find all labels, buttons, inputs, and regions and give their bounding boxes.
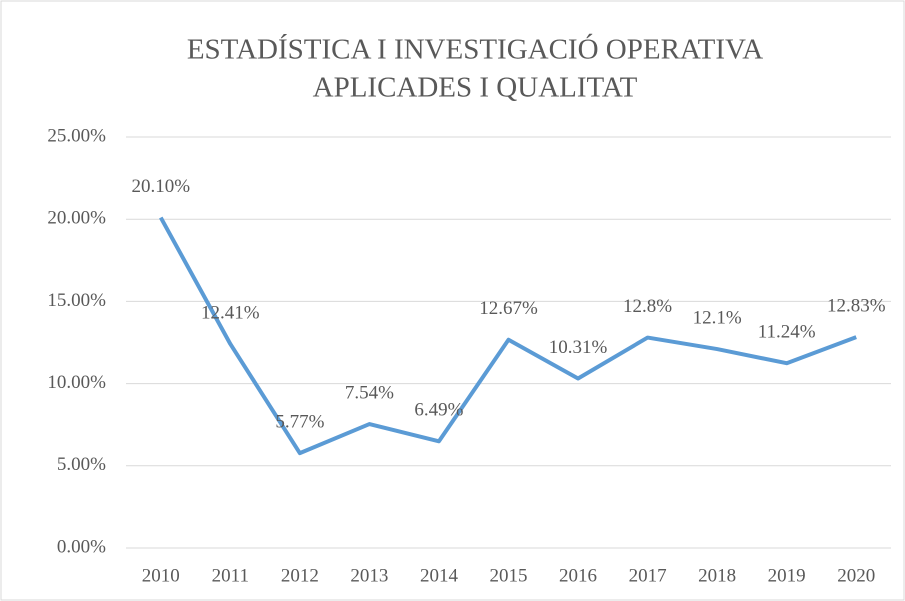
data-label: 5.77% xyxy=(275,412,324,433)
x-tick-label: 2019 xyxy=(768,565,806,586)
x-tick-label: 2013 xyxy=(350,565,388,586)
data-label: 7.54% xyxy=(345,382,394,403)
data-line xyxy=(159,216,857,456)
x-tick-label: 2010 xyxy=(142,565,180,586)
y-tick-label: 0.00% xyxy=(57,536,106,557)
data-label: 12.41% xyxy=(201,302,260,323)
x-tick-label: 2017 xyxy=(629,565,667,586)
x-tick-label: 2016 xyxy=(559,565,597,586)
y-tick-label: 25.00% xyxy=(47,125,106,146)
chart-title: ESTADÍSTICA I INVESTIGACIÓ OPERATIVA xyxy=(187,33,763,66)
x-tick-label: 2018 xyxy=(698,565,736,586)
data-label: 12.67% xyxy=(479,298,538,319)
x-tick-label: 2015 xyxy=(490,565,528,586)
y-tick-label: 20.00% xyxy=(47,208,106,229)
x-tick-label: 2012 xyxy=(281,565,319,586)
y-tick-label: 10.00% xyxy=(47,372,106,393)
x-tick-label: 2011 xyxy=(212,565,249,586)
chart-title: APLICADES I QUALITAT xyxy=(313,72,638,104)
x-tick-label: 2020 xyxy=(837,565,875,586)
y-tick-label: 15.00% xyxy=(47,290,106,311)
data-label: 12.1% xyxy=(693,307,742,328)
y-tick-label: 5.00% xyxy=(57,454,106,475)
data-label: 11.24% xyxy=(758,322,816,343)
data-label: 6.49% xyxy=(414,400,463,421)
x-tick-label: 2014 xyxy=(420,565,459,586)
data-label: 10.31% xyxy=(549,337,608,358)
data-label: 12.83% xyxy=(827,295,886,316)
data-label: 20.10% xyxy=(131,176,190,197)
data-label: 12.8% xyxy=(623,296,672,317)
